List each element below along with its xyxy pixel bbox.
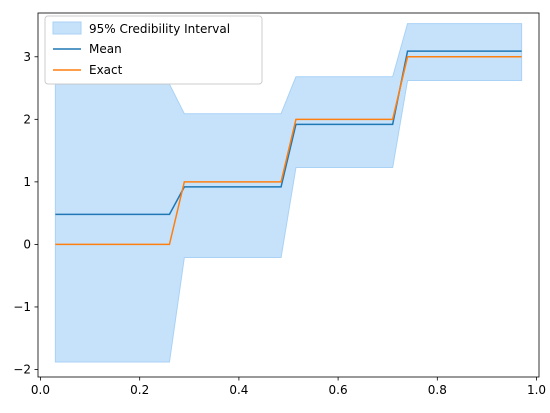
x-tick-label: 1.0 xyxy=(527,383,546,397)
y-tick-label: 2 xyxy=(23,113,31,127)
credibility-band-layer xyxy=(54,23,523,363)
legend-label-mean: Mean xyxy=(89,42,122,56)
x-tick-label: 0.0 xyxy=(31,383,50,397)
credibility-band xyxy=(54,23,523,363)
x-axis: 0.0 0.2 0.4 0.6 0.8 1.0 xyxy=(31,377,546,397)
legend-box xyxy=(44,15,263,85)
legend-label-band: 95% Credibility Interval xyxy=(89,22,230,36)
y-tick-label: −2 xyxy=(13,363,31,377)
legend-band-swatch xyxy=(52,21,82,35)
y-tick-label: 3 xyxy=(23,50,31,64)
y-axis: −2 −1 0 1 2 3 xyxy=(13,50,38,377)
series-layer xyxy=(55,50,522,246)
plot-frame xyxy=(37,12,540,378)
legend-label-exact: Exact xyxy=(89,63,123,77)
x-tick-label: 0.2 xyxy=(130,383,149,397)
y-tick-label: 1 xyxy=(23,175,31,189)
y-tick-label: −1 xyxy=(13,300,31,314)
series-line-exact xyxy=(55,56,522,246)
x-tick-label: 0.6 xyxy=(329,383,348,397)
legend: 95% Credibility Interval Mean Exact xyxy=(44,15,263,85)
series-line-mean xyxy=(55,50,522,216)
y-tick-label: 0 xyxy=(23,238,31,252)
x-tick-label: 0.8 xyxy=(428,383,447,397)
x-tick-label: 0.4 xyxy=(229,383,248,397)
